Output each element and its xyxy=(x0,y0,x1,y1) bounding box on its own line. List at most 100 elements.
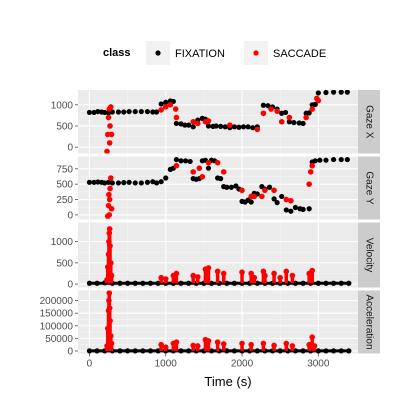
legend: class FIXATION SACCADE xyxy=(100,38,355,68)
fixation-point xyxy=(124,348,131,354)
fixation-point xyxy=(182,122,188,128)
saccade-point xyxy=(194,120,201,127)
fixation-point xyxy=(254,280,260,286)
y-tick-label: 1000 xyxy=(51,237,74,248)
fixation-point xyxy=(208,348,215,354)
saccade-point xyxy=(239,340,245,347)
fixation-point xyxy=(126,179,132,185)
fixation-point xyxy=(222,124,228,130)
saccade-point xyxy=(239,269,245,276)
fixation-point xyxy=(218,176,224,182)
saccade-point xyxy=(289,343,296,349)
y-tick-label: 100000 xyxy=(40,321,74,332)
fixation-point xyxy=(140,280,146,286)
fixation-point xyxy=(205,123,212,129)
saccade-point xyxy=(104,148,110,154)
fixation-point xyxy=(260,102,266,108)
fixation-point xyxy=(292,204,299,211)
saccade-point xyxy=(162,104,169,110)
saccade-point xyxy=(283,196,290,203)
fixation-point xyxy=(300,206,306,212)
fixation-point xyxy=(330,348,337,354)
saccade-point xyxy=(108,333,114,339)
saccade-point xyxy=(214,268,221,275)
saccade-point xyxy=(108,272,115,279)
saccade-point xyxy=(190,169,197,175)
fixation-point xyxy=(153,180,160,186)
saccade-point xyxy=(214,159,221,166)
fixation-point xyxy=(213,123,219,129)
saccade-point xyxy=(271,187,277,194)
fixation-point xyxy=(283,207,289,213)
fixation-point xyxy=(330,280,337,286)
fixation-point xyxy=(323,280,329,286)
fixation-point xyxy=(173,120,180,127)
fixation-point xyxy=(323,348,329,354)
fixation-point xyxy=(266,184,273,190)
facet-strip xyxy=(358,222,380,288)
saccade-point xyxy=(306,181,312,187)
fixation-point xyxy=(240,124,247,130)
fixation-point xyxy=(147,280,154,286)
fixation-point xyxy=(186,122,192,128)
fixation-point xyxy=(346,280,352,286)
fixation-point xyxy=(231,280,238,286)
panel-velocity: 0 500 1000 Velocity xyxy=(51,222,380,291)
saccade-point xyxy=(278,118,285,125)
fixation-point xyxy=(163,175,169,181)
fixation-point xyxy=(190,124,196,130)
fixation-point xyxy=(105,179,112,185)
saccade-point xyxy=(107,185,113,192)
saccade-point xyxy=(205,265,212,271)
saccade-point xyxy=(162,276,169,282)
saccade-point xyxy=(251,193,258,200)
saccade-point xyxy=(106,290,113,296)
fixation-point xyxy=(291,119,297,126)
fixation-point xyxy=(163,99,169,105)
y-tick-label: 750 xyxy=(56,164,73,175)
saccade-point xyxy=(283,268,290,275)
saccade-point xyxy=(260,268,267,275)
saccade-point xyxy=(239,187,245,194)
fixation-point xyxy=(306,206,312,212)
saccade-point xyxy=(271,342,277,349)
saccade-point xyxy=(108,104,114,110)
y-tick-label: 500 xyxy=(56,258,73,269)
fixation-point xyxy=(102,109,108,116)
facet-strip xyxy=(358,90,380,154)
saccade-point xyxy=(271,270,277,277)
fixation-point xyxy=(236,124,242,130)
fixation-point xyxy=(330,90,337,95)
panel-background xyxy=(78,156,358,220)
fixation-point xyxy=(186,348,192,354)
saccade-point xyxy=(194,274,201,280)
y-tick-label: 250 xyxy=(56,195,73,206)
fixation-point xyxy=(228,184,234,190)
saccade-point xyxy=(190,342,197,349)
fixation-point xyxy=(245,124,251,130)
fixation-point xyxy=(150,109,156,115)
saccade-point xyxy=(108,260,114,266)
fixation-point xyxy=(315,348,321,354)
points-velocity xyxy=(86,226,352,286)
saccade-point xyxy=(205,118,212,124)
fixation-point xyxy=(344,156,350,163)
fixation-point xyxy=(323,157,329,163)
fixation-point xyxy=(300,348,306,354)
y-tick-label: 500 xyxy=(56,180,73,191)
fixation-point xyxy=(94,348,100,354)
fixation-point xyxy=(231,348,238,354)
x-axis-label: Time (s) xyxy=(204,374,251,389)
fixation-point xyxy=(109,180,115,186)
saccade-point xyxy=(108,205,115,212)
facet-strip xyxy=(358,156,380,220)
fixation-point xyxy=(86,348,93,354)
saccade-point xyxy=(158,107,164,113)
saccade-point xyxy=(260,110,267,117)
fixation-point xyxy=(250,125,256,131)
saccade-point xyxy=(106,140,113,146)
saccade-point xyxy=(220,270,227,277)
fixation-point xyxy=(91,179,97,185)
fixation-point xyxy=(224,280,230,286)
